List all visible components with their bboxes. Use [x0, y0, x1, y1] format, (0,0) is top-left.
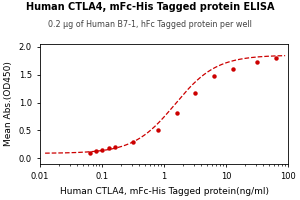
Text: Human CTLA4, mFc-His Tagged protein ELISA: Human CTLA4, mFc-His Tagged protein ELIS…: [26, 2, 274, 12]
Y-axis label: Mean Abs.(OD450): Mean Abs.(OD450): [4, 62, 13, 146]
Text: 0.2 μg of Human B7-1, hFc Tagged protein per well: 0.2 μg of Human B7-1, hFc Tagged protein…: [48, 20, 252, 29]
X-axis label: Human CTLA4, mFc-His Tagged protein(ng/ml): Human CTLA4, mFc-His Tagged protein(ng/m…: [60, 187, 268, 196]
